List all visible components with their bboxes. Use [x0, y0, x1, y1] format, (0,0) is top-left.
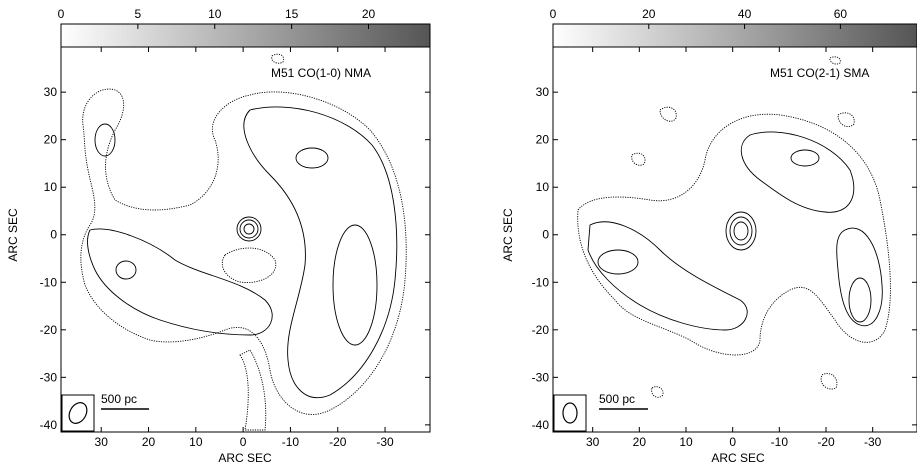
- y-tick-label: -30: [532, 370, 550, 384]
- y-tick-label: 10: [44, 180, 58, 194]
- x-tick-label: -30: [864, 435, 882, 449]
- scalebar-label: 500 pc: [101, 392, 137, 406]
- arm-peak-west: [848, 277, 872, 323]
- x-tick-label: 30: [586, 435, 600, 449]
- colorbar-tick-label: 15: [285, 7, 299, 21]
- colorbar-tick-label: 0: [550, 7, 557, 21]
- east-knot: [597, 249, 639, 275]
- x-tick-label: -30: [376, 435, 394, 449]
- y-tick-label: -10: [532, 275, 550, 289]
- plot-area-left: M51 CO(1-0) NMA 30 20 10 0 -10 -20 -30 30 20 10 0…: [6, 46, 431, 465]
- x-tick-label: 10: [189, 435, 203, 449]
- colorbar-ticks: 0 20 40 60: [550, 7, 848, 29]
- colorbar-tick-label: 20: [362, 7, 376, 21]
- y-axis-ticks: 30 20 10 0 -10 -20 -30 -40: [40, 85, 430, 432]
- eastern-arm: [87, 228, 273, 336]
- plot-frame: [60, 46, 431, 433]
- emission-map-right: [577, 56, 891, 398]
- nucleus: [243, 223, 255, 235]
- colorbar-tick-label: 5: [135, 7, 142, 21]
- x-axis-ticks: 30 20 10 0 -10 -20 -30: [586, 47, 882, 449]
- x-tick-label: 30: [95, 435, 109, 449]
- colorbar-tick-label: 60: [834, 7, 848, 21]
- y-tick-label: 20: [536, 133, 550, 147]
- y-tick-label: 0: [542, 228, 549, 242]
- y-tick-label: -20: [40, 323, 58, 337]
- colorbar-tick-label: 10: [208, 7, 222, 21]
- y-tick-label: -40: [532, 418, 550, 432]
- y-tick-label: 10: [536, 180, 550, 194]
- panel-left: 0 5 10 15 20 M51 CO(1-0) NMA 30 20: [6, 7, 431, 465]
- panel-title: M51 CO(1-0) NMA: [271, 66, 371, 80]
- panel-right: 0 20 40 60 M51 CO(2: [501, 7, 917, 465]
- arm-peak-north: [790, 149, 820, 167]
- colorbar-tick-label: 20: [642, 7, 656, 21]
- scalebar-label: 500 pc: [599, 392, 635, 406]
- x-tick-label: -20: [329, 435, 347, 449]
- x-tick-label: 20: [142, 435, 156, 449]
- x-tick-label: -20: [817, 435, 835, 449]
- beam-box-left: [61, 394, 95, 432]
- panel-title: M51 CO(2-1) SMA: [770, 66, 869, 80]
- western-arm: [836, 227, 883, 327]
- emission-map-left: [80, 53, 407, 431]
- x-axis-ticks: 30 20 10 0 -10 -20 -30: [95, 47, 394, 449]
- x-tick-label: 0: [240, 435, 247, 449]
- scalebar-right: 500 pc: [599, 392, 648, 410]
- outer-emission: [577, 113, 891, 356]
- nucleus: [733, 221, 749, 241]
- y-tick-label: 30: [536, 85, 550, 99]
- north-east-knot: [94, 123, 116, 157]
- y-tick-label: -30: [40, 370, 58, 384]
- eastern-arm: [587, 221, 748, 331]
- x-axis-label: ARC SEC: [711, 451, 765, 465]
- scalebar-left: 500 pc: [101, 392, 149, 410]
- colorbar-left: 0 5 10 15 20: [58, 7, 431, 48]
- western-arm: [243, 106, 398, 398]
- arm-peak-north: [295, 147, 329, 169]
- x-tick-label: -10: [282, 435, 300, 449]
- y-axis-label: ARC SEC: [6, 208, 20, 262]
- beam-ellipse: [68, 402, 88, 424]
- east-knot: [115, 260, 137, 280]
- colorbar-gradient: [552, 23, 917, 48]
- northern-arm: [740, 131, 855, 213]
- colorbar-tick-label: 40: [738, 7, 752, 21]
- x-tick-label: -10: [771, 435, 789, 449]
- colorbar-tick-label: 0: [58, 7, 65, 21]
- y-tick-label: 0: [50, 228, 57, 242]
- outer-emission: [80, 88, 407, 415]
- beam-ellipse: [562, 402, 578, 424]
- colorbar-ticks: 0 5 10 15 20: [58, 7, 376, 29]
- arm-peak-west: [332, 224, 378, 346]
- y-axis-label: ARC SEC: [501, 208, 515, 262]
- y-tick-label: 30: [44, 85, 58, 99]
- colorbar-gradient: [60, 23, 431, 48]
- beam-box-right: [553, 394, 587, 432]
- y-tick-label: -40: [40, 418, 58, 432]
- y-axis-ticks: 30 20 10 0 -10 -20 -30 -40: [532, 85, 917, 432]
- plot-frame: [552, 46, 917, 433]
- x-axis-label: ARC SEC: [218, 451, 272, 465]
- x-tick-label: 20: [633, 435, 647, 449]
- x-tick-label: 0: [729, 435, 736, 449]
- southern-spur: [239, 349, 267, 431]
- y-tick-label: -20: [532, 323, 550, 337]
- y-tick-label: -10: [40, 275, 58, 289]
- plot-area-right: M51 CO(2-1) SMA 30 20 10 0 -10 -20 -30 30 20 10 0…: [501, 46, 917, 465]
- x-tick-label: 10: [679, 435, 693, 449]
- colorbar-right: 0 20 40 60: [550, 7, 917, 48]
- y-tick-label: 20: [44, 133, 58, 147]
- beam-frame: [553, 394, 587, 432]
- beam-frame: [61, 394, 95, 432]
